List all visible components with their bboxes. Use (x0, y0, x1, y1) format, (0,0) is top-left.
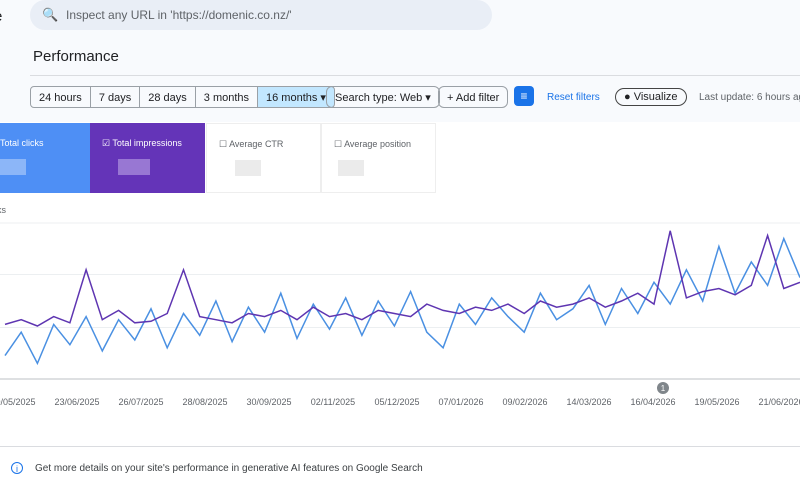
footer-note: Get more details on your site's performa… (35, 463, 423, 474)
card-ctr[interactable]: ☐ Average CTR (206, 123, 321, 193)
x-tick-label: 02/11/2025 (311, 397, 355, 407)
add-filter-text: Add filter (455, 92, 500, 104)
page-title: Performance (33, 48, 119, 65)
x-tick-label: 05/12/2025 (374, 397, 419, 407)
x-tick-label: 14/03/2026 (566, 397, 611, 407)
reset-filters[interactable]: Reset filters (547, 92, 600, 103)
axis-title: Clicks (0, 205, 6, 215)
chart: Clicks 20/05/2025 23/06/2025 26/07/2025 28/0… (0, 205, 800, 407)
series-line (4, 236, 800, 366)
nav-title: e (0, 8, 2, 25)
search-icon: 🔍 (42, 7, 59, 22)
last-update: Last update: 6 hours ago (699, 92, 800, 103)
card-label: Average CTR (229, 139, 284, 149)
x-tick-label: 30/09/2025 (246, 397, 291, 407)
series-line (4, 230, 800, 327)
search-type-text: Search type: Web (335, 92, 423, 104)
x-tick-label: 19/05/2026 (694, 397, 739, 407)
filter-icon[interactable]: ≡ (514, 86, 534, 106)
card-position[interactable]: ☐ Average position (321, 123, 436, 193)
add-filter[interactable]: + Add filter (438, 86, 509, 108)
x-tick-label: 21/06/2026 (758, 397, 800, 407)
visualize-text: Visualize (633, 91, 678, 103)
annotation: 1 (661, 384, 666, 393)
x-tick-label: 09/02/2026 (502, 397, 547, 407)
x-tick-label: 20/05/2025 (0, 397, 36, 407)
visualize[interactable]: ● Visualize (615, 88, 687, 106)
range-button[interactable]: 7 days (89, 86, 141, 108)
x-tick-label: 28/08/2025 (182, 397, 227, 407)
range-group: 24 hours 7 days 28 days 3 months 16 months ▾ (30, 86, 335, 108)
range-button[interactable]: 24 hours (30, 86, 91, 108)
card-impressions[interactable]: ☑ Total impressions (90, 123, 205, 193)
divider (0, 446, 800, 447)
card-label: Total clicks (0, 138, 44, 148)
x-tick-label: 23/06/2025 (54, 397, 99, 407)
card-label: Total impressions (112, 138, 182, 148)
info-icon: i (11, 462, 23, 474)
x-tick-label: 26/07/2025 (118, 397, 163, 407)
x-tick-label: 16/04/2026 (630, 397, 675, 407)
x-tick-label: 07/01/2026 (438, 397, 483, 407)
divider (30, 75, 800, 76)
range-button[interactable]: 28 days (139, 86, 196, 108)
range-button[interactable]: 3 months (194, 86, 259, 108)
range-button[interactable]: 16 months ▾ (257, 86, 335, 108)
card-clicks[interactable]: Total clicks (0, 123, 90, 193)
search-box[interactable]: 🔍 Inspect any URL in 'https://domenic.co… (30, 0, 492, 30)
search-type[interactable]: Search type: Web ▾ (326, 86, 440, 108)
annotation-marker (657, 382, 669, 394)
search-placeholder: Inspect any URL in 'https://domenic.co.n… (66, 8, 292, 22)
card-label: Average position (344, 139, 411, 149)
